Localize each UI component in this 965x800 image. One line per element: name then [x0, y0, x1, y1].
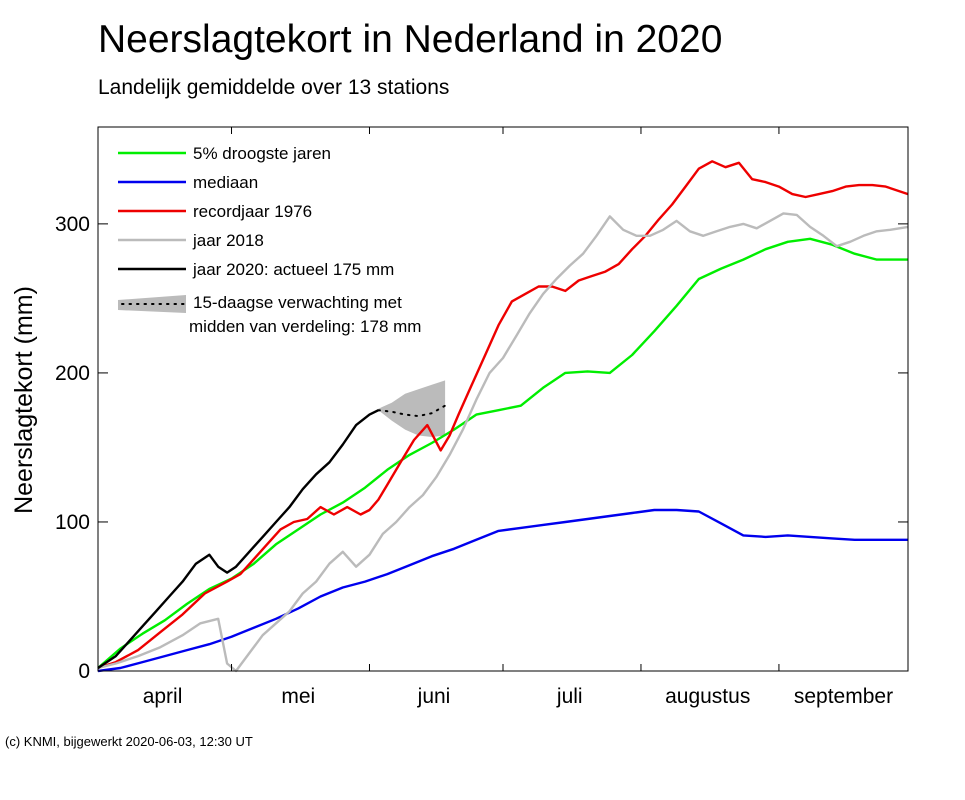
y-tick-label: 0	[78, 660, 90, 683]
legend-label-forecast-line2: midden van verdeling: 178 mm	[189, 317, 421, 336]
series-line	[97, 409, 379, 669]
legend-label: jaar 2018	[192, 231, 264, 250]
legend: 5% droogste jaren mediaan recordjaar 1976 j…	[118, 144, 421, 336]
chart-title: Neerslagtekort in Nederland in 2020	[98, 18, 723, 61]
x-tick-label: september	[794, 685, 893, 708]
legend-label-forecast: 15-daagse verwachting met midden van verd…	[189, 293, 421, 336]
series-layer	[97, 160, 909, 673]
legend-label: 5% droogste jaren	[193, 144, 331, 163]
y-tick-label: 100	[55, 511, 90, 534]
x-tick-label: mei	[281, 685, 315, 708]
axes-layer: april mei juni juli augustus september 0 100 200…	[55, 126, 909, 708]
footer-credit: (c) KNMI, bijgewerkt 2020-06-03, 12:30 U…	[5, 734, 253, 749]
x-tick-label: juni	[417, 685, 451, 708]
x-tick-label: augustus	[665, 685, 750, 708]
y-axis-label: Neerslagtekort (mm)	[10, 286, 38, 514]
y-tick-label: 200	[55, 362, 90, 385]
series-line	[97, 212, 909, 673]
series-line	[97, 508, 908, 673]
x-tick-label: juli	[556, 685, 583, 708]
legend-label-forecast-line1: 15-daagse verwachting met	[193, 293, 402, 312]
legend-label: recordjaar 1976	[193, 202, 312, 221]
legend-label: jaar 2020: actueel 175 mm	[192, 260, 394, 279]
y-tick-label: 300	[55, 213, 90, 236]
series-line	[97, 160, 909, 670]
forecast-band	[378, 380, 446, 437]
x-tick-label: april	[143, 685, 183, 708]
chart-subtitle: Landelijk gemiddelde over 13 stations	[98, 76, 450, 99]
forecast-layer	[377, 380, 447, 437]
legend-label: mediaan	[193, 173, 258, 192]
